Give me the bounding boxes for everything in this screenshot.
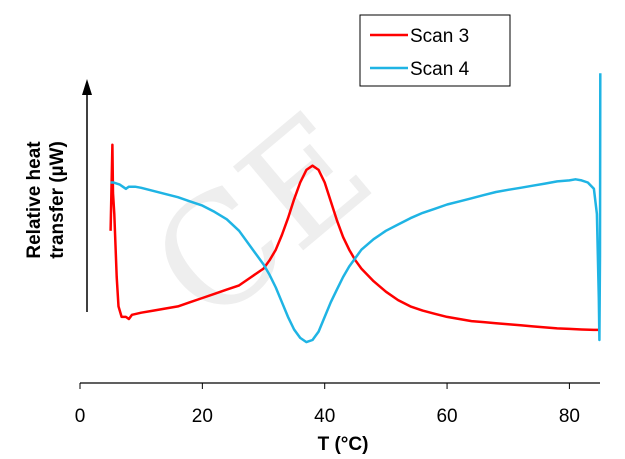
x-tick-label: 60 [436, 406, 457, 427]
x-tick-label: 80 [559, 406, 580, 427]
x-axis-label: T (°C) [318, 434, 369, 455]
watermark: CE [120, 80, 404, 357]
plot-area [109, 73, 602, 344]
x-axis-ticks: 0 20 40 60 80 [75, 383, 580, 427]
legend: Scan 3 Scan 4 [359, 14, 511, 87]
x-tick-label: 40 [314, 406, 335, 427]
y-axis-label-line1: Relative heat [24, 141, 45, 259]
legend-label-scan-4: Scan 4 [410, 59, 470, 80]
legend-label-scan-3: Scan 3 [410, 26, 469, 47]
series-line-scan-3 [109, 143, 599, 332]
series-line-scan-4 [110, 73, 602, 344]
legend-box [359, 14, 511, 87]
x-tick-label: 20 [192, 406, 213, 427]
y-arrow-head [82, 79, 92, 95]
y-axis-label-line2: transfer (µW) [47, 141, 68, 259]
x-tick-label: 0 [75, 406, 86, 427]
